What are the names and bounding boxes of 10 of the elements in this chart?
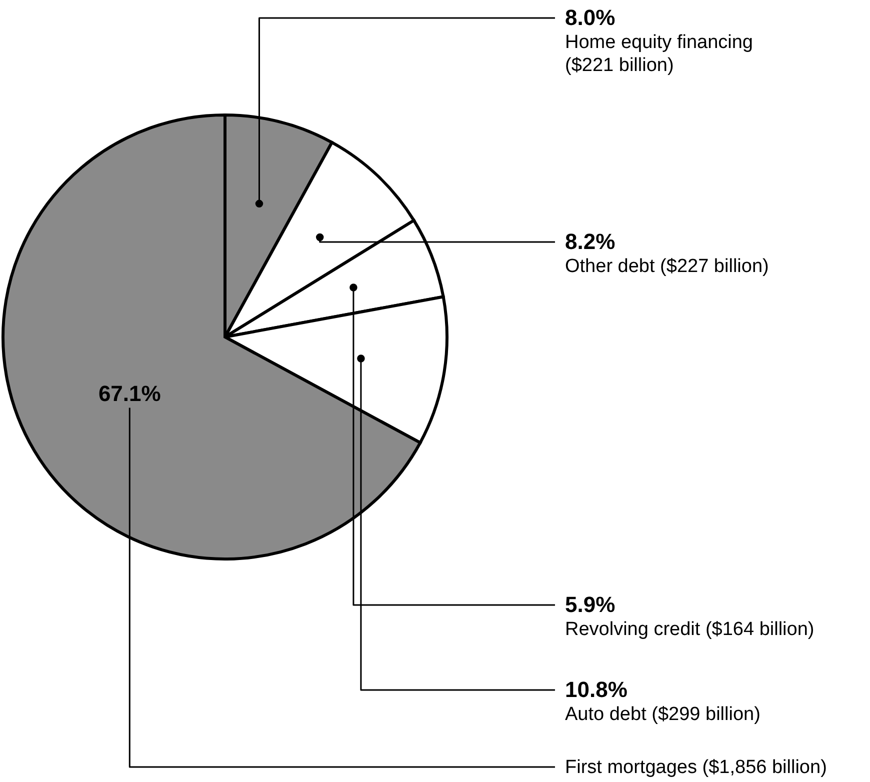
slice-label: Home equity financing ($221 billion) xyxy=(565,32,753,76)
data-label: 10.8% xyxy=(565,677,628,702)
slice-label: Other debt ($227 billion) xyxy=(565,256,769,277)
data-label: 67.1% xyxy=(98,380,161,406)
data-label: 8.0% xyxy=(565,5,616,30)
slice-label: Auto debt ($299 billion) xyxy=(565,704,760,725)
slice-label: Revolving credit ($164 billion) xyxy=(565,619,814,640)
data-label: 8.2% xyxy=(565,229,616,254)
slice-label: First mortgages ($1,856 billion) xyxy=(565,757,827,778)
data-label: 5.9% xyxy=(565,592,616,617)
